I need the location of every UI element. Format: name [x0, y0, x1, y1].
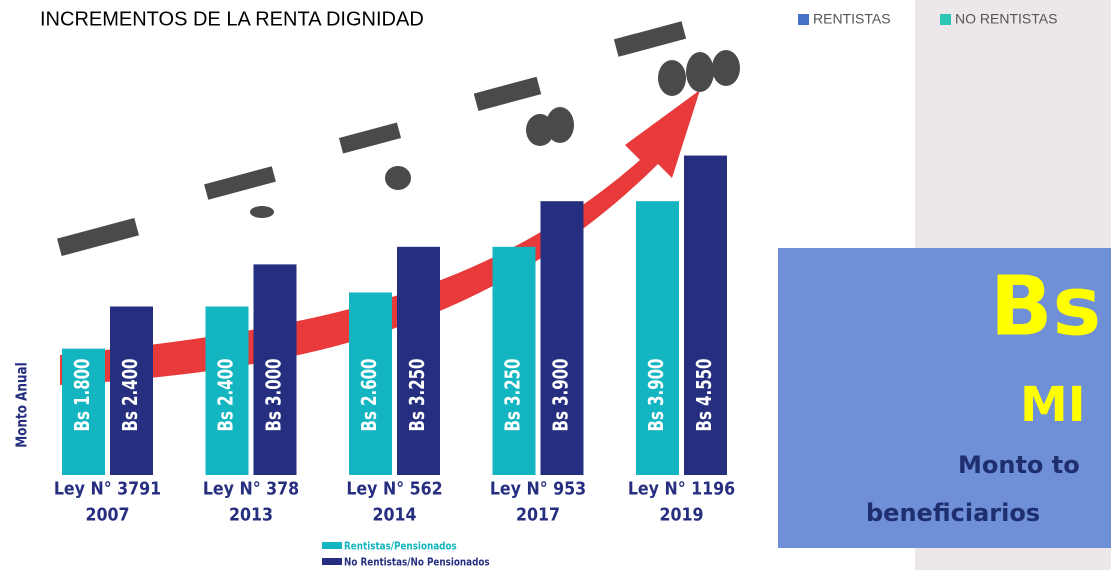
- value-label: Bs 3.000: [264, 359, 287, 432]
- bar: [684, 155, 727, 476]
- legend-swatch: [798, 14, 809, 25]
- value-label: Bs 2.600: [359, 359, 382, 432]
- value-label: Bs 1.800: [72, 359, 95, 432]
- bar: [349, 292, 392, 475]
- bar: [253, 264, 297, 475]
- legend-label: No Rentistas/No Pensionados: [344, 556, 490, 568]
- bar: [205, 306, 249, 475]
- side-big: Bs: [990, 259, 1101, 354]
- side-sub: MI: [1020, 377, 1086, 433]
- legend-label: Rentistas/Pensionados: [344, 540, 457, 552]
- bar: [636, 201, 679, 475]
- x-tick-label: Ley N° 3791: [54, 477, 161, 498]
- bar: [397, 246, 440, 475]
- legend-label: RENTISTAS: [813, 11, 891, 27]
- bar: [492, 246, 536, 475]
- side-line2: beneficiarios: [866, 499, 1040, 527]
- x-tick-year: 2017: [516, 503, 560, 524]
- value-label: Bs 3.250: [503, 359, 526, 432]
- x-tick-year: 2007: [85, 503, 129, 524]
- x-tick-year: 2019: [659, 503, 703, 524]
- x-tick-label: Ley N° 378: [203, 477, 299, 498]
- chart-title: INCREMENTOS DE LA RENTA DIGNIDAD: [40, 8, 424, 30]
- bar: [110, 306, 153, 475]
- value-label: Bs 2.400: [120, 359, 143, 432]
- x-tick-year: 2013: [229, 503, 273, 524]
- legend-swatch: [322, 542, 342, 549]
- x-tick-label: Ley N° 1196: [628, 477, 735, 498]
- bar: [62, 348, 105, 475]
- money-icons: [57, 21, 740, 257]
- legend-swatch: [322, 558, 342, 565]
- x-tick-year: 2014: [372, 503, 416, 524]
- value-label: Bs 3.900: [646, 359, 669, 432]
- x-tick-label: Ley N° 953: [490, 477, 586, 498]
- side-panel: [778, 248, 1111, 548]
- y-axis-label: Monto Anual: [13, 362, 31, 447]
- x-tick-label: Ley N° 562: [346, 477, 442, 498]
- value-label: Bs 3.250: [407, 359, 430, 432]
- legend-swatch: [940, 14, 951, 25]
- legend-label: NO RENTISTAS: [955, 11, 1057, 27]
- value-label: Bs 4.550: [694, 359, 717, 432]
- side-line1: Monto to: [958, 451, 1080, 479]
- value-label: Bs 2.400: [216, 359, 239, 432]
- value-label: Bs 3.900: [551, 359, 574, 432]
- bar: [540, 201, 584, 475]
